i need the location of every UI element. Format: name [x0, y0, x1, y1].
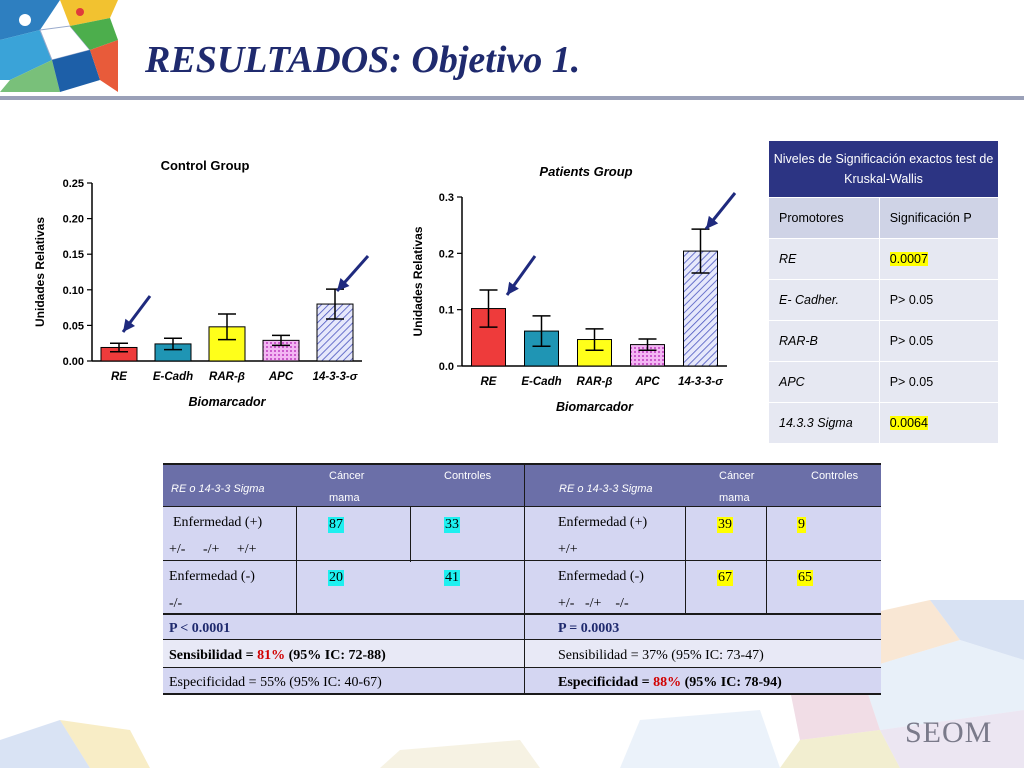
right-neg-sub: +/- -/+ -/- [558, 596, 629, 611]
x-tick-label: E-Cadh [153, 371, 193, 383]
promotor-name: APC [768, 361, 880, 403]
y-axis-label: Unidades Relativas [411, 226, 425, 336]
x-tick-label: RAR-β [577, 376, 613, 388]
promotor-name: 14.3.3 Sigma [768, 402, 880, 444]
left-header-label: RE o 14-3-3 Sigma [171, 483, 265, 495]
mosaic-logo-decoration [0, 0, 118, 92]
right-header-label: RE o 14-3-3 Sigma [559, 483, 653, 495]
col-promotores: Promotores [768, 197, 880, 239]
right-p-value: P = 0.0003 [558, 621, 620, 636]
annotation-arrowhead [123, 318, 135, 332]
header-divider [0, 96, 1024, 100]
table-header-band [163, 463, 881, 506]
y-tick-label: 0.00 [63, 356, 84, 368]
left-pos-label: Enfermedad (+) [173, 515, 263, 530]
right-sensitivity: Sensibilidad = 37% (95% IC: 73-47) [558, 648, 764, 663]
control-group-chart: Control Group 0.00 0.05 0.10 0.15 0.20 0.25 Uni… [33, 158, 370, 409]
annotation-arrowhead [706, 215, 719, 229]
right-col-cancer: Cáncer [719, 470, 755, 482]
chart-title: Control Group [161, 158, 250, 173]
right-col-controles: Controles [811, 470, 859, 482]
left-specificity: Especificidad = 55% (95% IC: 40-67) [169, 675, 382, 690]
col-significacion: Significación P [878, 197, 1000, 239]
significance-value: 0.0007 [878, 238, 1000, 280]
x-tick-label: E-Cadh [521, 376, 561, 388]
right-pos-label: Enfermedad (+) [558, 515, 648, 530]
significance-row: E- Cadher. P> 0.05 [768, 279, 1000, 321]
promotor-name: RAR-B [768, 320, 880, 362]
right-pos-cancer: 39 [717, 517, 733, 533]
sens-row-bg [163, 639, 881, 667]
y-tick-label: 0.20 [63, 214, 84, 226]
right-neg-label: Enfermedad (-) [558, 569, 644, 584]
y-tick-label: 0.15 [63, 249, 84, 261]
annotation-arrowhead [337, 278, 350, 291]
left-col-cancer-2: mama [329, 492, 360, 504]
x-tick-label: RE [111, 371, 127, 383]
x-tick-label: RAR-β [209, 371, 245, 383]
chart-title: Patients Group [539, 164, 632, 179]
y-tick-label: 0.0 [439, 361, 454, 373]
significance-row: RAR-B P> 0.05 [768, 320, 1000, 362]
espec-row-bg [163, 667, 881, 695]
left-pos-cancer: 87 [328, 517, 344, 533]
x-axis-label: Biomarcador [556, 400, 634, 414]
y-tick-label: 0.05 [63, 320, 84, 332]
right-specificity: Especificidad = 88% (95% IC: 78-94) [558, 675, 782, 690]
patients-group-chart: Patients Group 0.0 0.1 0.2 0.3 Unidades Relat… [411, 164, 737, 414]
x-axis-label: Biomarcador [188, 395, 266, 409]
page-title: RESULTADOS: Objetivo 1. [145, 39, 581, 81]
left-neg-controles: 41 [444, 570, 460, 586]
left-p-value: P < 0.0001 [169, 621, 231, 636]
significance-value: P> 0.05 [878, 279, 1000, 321]
y-tick-label: 0.25 [63, 178, 84, 190]
right-neg-cancer: 67 [717, 570, 733, 586]
significance-table: Niveles de Significación exactos test de… [768, 140, 1000, 444]
x-tick-label: 14-3-3-σ [678, 376, 723, 388]
promotor-name: RE [768, 238, 880, 280]
left-neg-label: Enfermedad (-) [169, 569, 255, 584]
left-neg-cancer: 20 [328, 570, 344, 586]
left-pos-sub: +/- -/+ +/+ [169, 542, 257, 557]
significance-title: Niveles de Significación exactos test de… [768, 140, 999, 198]
left-sensitivity: Sensibilidad = 81% (95% IC: 72-88) [169, 648, 386, 663]
significance-row: 14.3.3 Sigma 0.0064 [768, 402, 1000, 444]
promotor-name: E- Cadher. [768, 279, 880, 321]
right-neg-controles: 65 [797, 570, 813, 586]
seom-logo-text: SEOM [905, 716, 993, 749]
significance-row: RE 0.0007 [768, 238, 1000, 280]
contingency-table: RE o 14-3-3 Sigma Cáncer mama Controles … [163, 463, 881, 695]
left-col-cancer: Cáncer [329, 470, 365, 482]
x-tick-label: APC [634, 376, 660, 388]
y-tick-label: 0.3 [439, 192, 454, 204]
x-tick-label: RE [481, 376, 497, 388]
x-tick-label: APC [268, 371, 294, 383]
right-pos-controles: 9 [797, 517, 806, 533]
right-pos-sub: +/+ [558, 542, 578, 557]
y-tick-label: 0.1 [439, 305, 454, 317]
left-neg-sub: -/- [169, 596, 183, 611]
left-col-controles: Controles [444, 470, 492, 482]
y-tick-label: 0.10 [63, 285, 84, 297]
left-pos-controles: 33 [444, 517, 460, 533]
y-tick-label: 0.2 [439, 248, 454, 260]
significance-value: 0.0064 [878, 402, 1000, 444]
right-col-cancer-2: mama [719, 492, 750, 504]
significance-row: APC P> 0.05 [768, 361, 1000, 403]
y-axis-label: Unidades Relativas [33, 217, 47, 327]
significance-value: P> 0.05 [878, 320, 1000, 362]
significance-value: P> 0.05 [878, 361, 1000, 403]
x-tick-label: 14-3-3-σ [313, 371, 358, 383]
annotation-arrowhead [507, 281, 519, 295]
